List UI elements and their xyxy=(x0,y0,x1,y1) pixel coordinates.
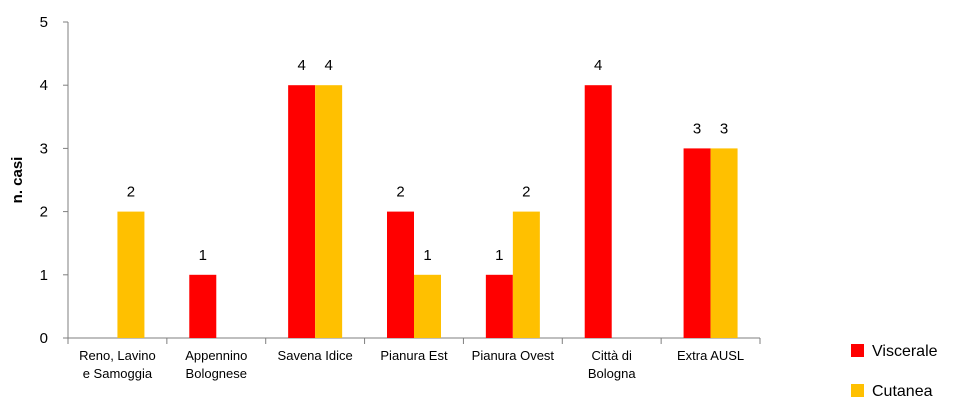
bar-cutanea xyxy=(710,148,738,338)
chart-labels: Reno, Lavino e Samoggia Appennino Bolognese… xyxy=(79,57,744,381)
x-tick-label: Bolognese xyxy=(186,366,247,381)
data-label: 1 xyxy=(495,247,503,264)
bar-cutanea xyxy=(117,211,145,338)
data-label: 2 xyxy=(127,184,135,201)
x-tick-label: Appennino xyxy=(185,348,247,363)
x-tick-label: Pianura Est xyxy=(380,348,448,363)
bar-cutanea xyxy=(414,274,441,338)
x-tick-label: Reno, Lavino xyxy=(79,348,156,363)
bar-cutanea xyxy=(315,85,343,338)
y-tick-label: 4 xyxy=(40,77,48,94)
data-label: 3 xyxy=(693,120,701,137)
legend-swatch xyxy=(851,384,864,397)
bar-viscerale xyxy=(288,85,316,338)
data-label: 1 xyxy=(199,247,207,264)
x-tick-label: Città di xyxy=(591,348,632,363)
data-label: 4 xyxy=(297,57,305,74)
y-tick-label: 2 xyxy=(40,204,48,221)
legend-label: Cutanea xyxy=(872,383,933,400)
y-axis-label: n. casi xyxy=(9,157,26,204)
legend-label: Viscerale xyxy=(872,343,938,360)
data-label: 4 xyxy=(324,57,332,74)
data-label: 2 xyxy=(396,184,404,201)
x-tick-label: Bologna xyxy=(588,366,636,381)
chart-bars xyxy=(117,85,738,338)
data-label: 3 xyxy=(720,120,728,137)
y-tick-label: 5 xyxy=(40,14,48,31)
x-tick-label: Extra AUSL xyxy=(677,348,744,363)
bar-viscerale xyxy=(485,274,513,338)
bar-viscerale xyxy=(584,85,612,338)
legend-swatch xyxy=(851,344,864,357)
x-tick-label: Pianura Ovest xyxy=(472,348,555,363)
chart-legend: Viscerale Cutanea xyxy=(851,343,938,400)
bar-viscerale xyxy=(683,148,711,338)
data-label: 2 xyxy=(522,184,530,201)
data-label: 1 xyxy=(423,247,431,264)
bar-viscerale xyxy=(387,211,414,338)
bar-cutanea xyxy=(512,211,540,338)
y-tick-label: 3 xyxy=(40,140,48,157)
chart-axes: 0 1 2 3 4 5 xyxy=(40,14,761,347)
data-label: 4 xyxy=(594,57,602,74)
x-tick-label: Savena Idice xyxy=(278,348,353,363)
x-tick-label: e Samoggia xyxy=(83,366,153,381)
y-tick-label: 0 xyxy=(40,330,48,347)
bar-viscerale xyxy=(189,274,217,338)
y-tick-label: 1 xyxy=(40,267,48,284)
